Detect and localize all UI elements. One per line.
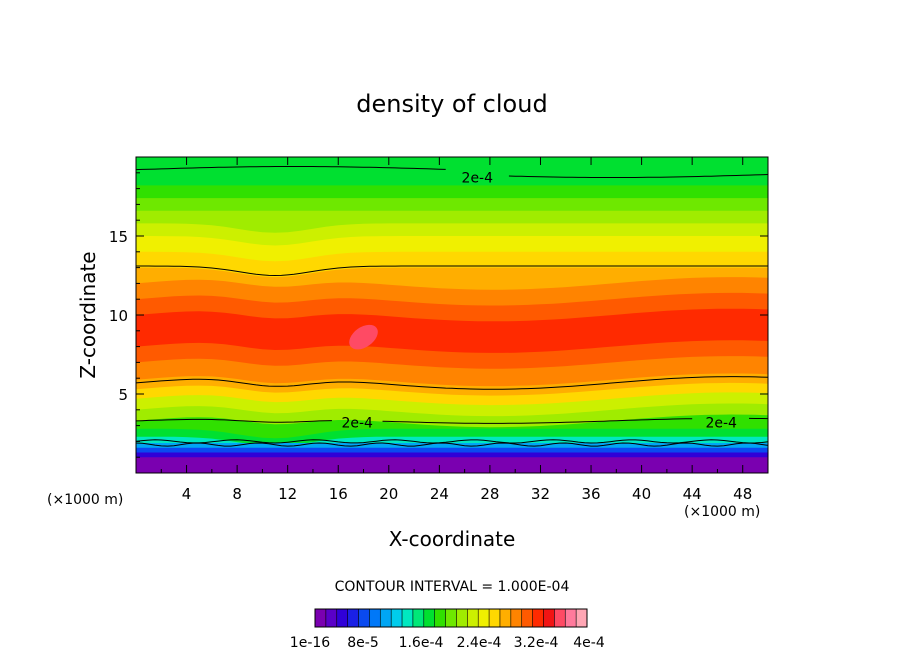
- y-axis-title: Z-coordinate: [76, 251, 100, 378]
- contour-interval-text: CONTOUR INTERVAL = 1.000E-04: [335, 579, 570, 595]
- colorbar-swatch-8: [401, 608, 414, 628]
- x-axis-title: X-coordinate: [389, 527, 516, 551]
- colorbar-swatch-20: [532, 608, 544, 628]
- colorbar-label-4: 3.2e-4: [514, 635, 559, 651]
- contour-lines: [135, 166, 769, 447]
- colorbar: [314, 608, 588, 628]
- colorbar-swatch-18: [510, 608, 523, 628]
- contour-5p7: [135, 376, 769, 390]
- field-band-0: [136, 457, 768, 473]
- contour-labels: 2e-4 2e-4 2e-4: [341, 171, 737, 432]
- contour-upper: [135, 166, 769, 178]
- contour-13: [136, 265, 768, 277]
- x-unit-left: (×1000 m): [47, 492, 123, 508]
- x-tick-label-6: 28: [480, 485, 499, 503]
- colorbar-swatch-6: [379, 608, 392, 628]
- contour-2: [135, 439, 769, 444]
- colorbar-swatch-15: [477, 608, 490, 628]
- colorbar-swatch-11: [434, 608, 447, 628]
- colorbar-swatch-7: [390, 608, 403, 628]
- colorbar-swatch-22: [554, 608, 566, 628]
- contour-label-2: 2e-4: [705, 415, 737, 431]
- field-core-spot: [349, 324, 378, 350]
- x-tick-label-1: 8: [232, 485, 242, 503]
- colorbar-swatch-1: [325, 608, 338, 628]
- y-tick-label-0: 5: [118, 386, 128, 404]
- colorbar-swatch-3: [347, 608, 360, 628]
- colorbar-swatch-16: [488, 608, 501, 628]
- x-tick-label-7: 32: [531, 485, 550, 503]
- x-tick-label-10: 44: [683, 485, 702, 503]
- colorbar-swatch-10: [423, 608, 436, 628]
- colorbar-frame: [314, 608, 588, 628]
- colorbar-swatch-13: [456, 608, 468, 628]
- colorbar-swatch-0: [314, 608, 327, 628]
- colorbar-swatch-23: [564, 608, 577, 628]
- colorbar-labels: 1e-16 8e-5 1.6e-4 2.4e-4 3.2e-4 4e-4: [290, 635, 605, 651]
- colorbar-label-5: 4e-4: [573, 635, 605, 651]
- x-tick-label-8: 36: [581, 485, 600, 503]
- colorbar-swatch-24: [575, 608, 588, 628]
- colorbar-label-0: 1e-16: [290, 635, 330, 651]
- contour-label-0: 2e-4: [462, 171, 494, 187]
- x-tick-label-2: 12: [278, 485, 297, 503]
- colorbar-swatch-4: [358, 608, 370, 628]
- contour-1p8: [135, 442, 769, 447]
- colorbar-label-2: 1.6e-4: [399, 635, 444, 651]
- x-axis-ticks: 4 8 12 16 20 24 28 32 36 40 44 48: [160, 157, 752, 503]
- x-tick-label-4: 20: [379, 485, 398, 503]
- x-tick-label-0: 4: [182, 485, 192, 503]
- x-tick-label-11: 48: [733, 485, 752, 503]
- colorbar-swatch-9: [412, 608, 425, 628]
- chart-title: density of cloud: [356, 90, 547, 118]
- y-axis-ticks: 5 10 15: [109, 172, 768, 458]
- colorbar-swatch-14: [467, 608, 479, 628]
- x-tick-label-5: 24: [430, 485, 449, 503]
- colorbar-swatch-19: [521, 608, 534, 628]
- colorbar-swatch-17: [499, 608, 512, 628]
- contour-3p3: [135, 417, 769, 424]
- contour-label-1: 2e-4: [341, 415, 373, 431]
- colorbar-swatch-21: [543, 608, 555, 628]
- y-tick-label-1: 10: [109, 307, 128, 325]
- colorbar-swatch-5: [369, 608, 381, 628]
- x-tick-label-9: 40: [632, 485, 651, 503]
- colorbar-label-3: 2.4e-4: [457, 635, 502, 651]
- plot-area: [136, 157, 768, 474]
- colorbar-swatch-12: [445, 608, 457, 628]
- y-tick-label-2: 15: [109, 228, 128, 246]
- x-tick-label-3: 16: [329, 485, 348, 503]
- colorbar-swatch-2: [336, 608, 349, 628]
- x-unit-right: (×1000 m): [684, 504, 760, 520]
- colorbar-label-1: 8e-5: [347, 635, 378, 651]
